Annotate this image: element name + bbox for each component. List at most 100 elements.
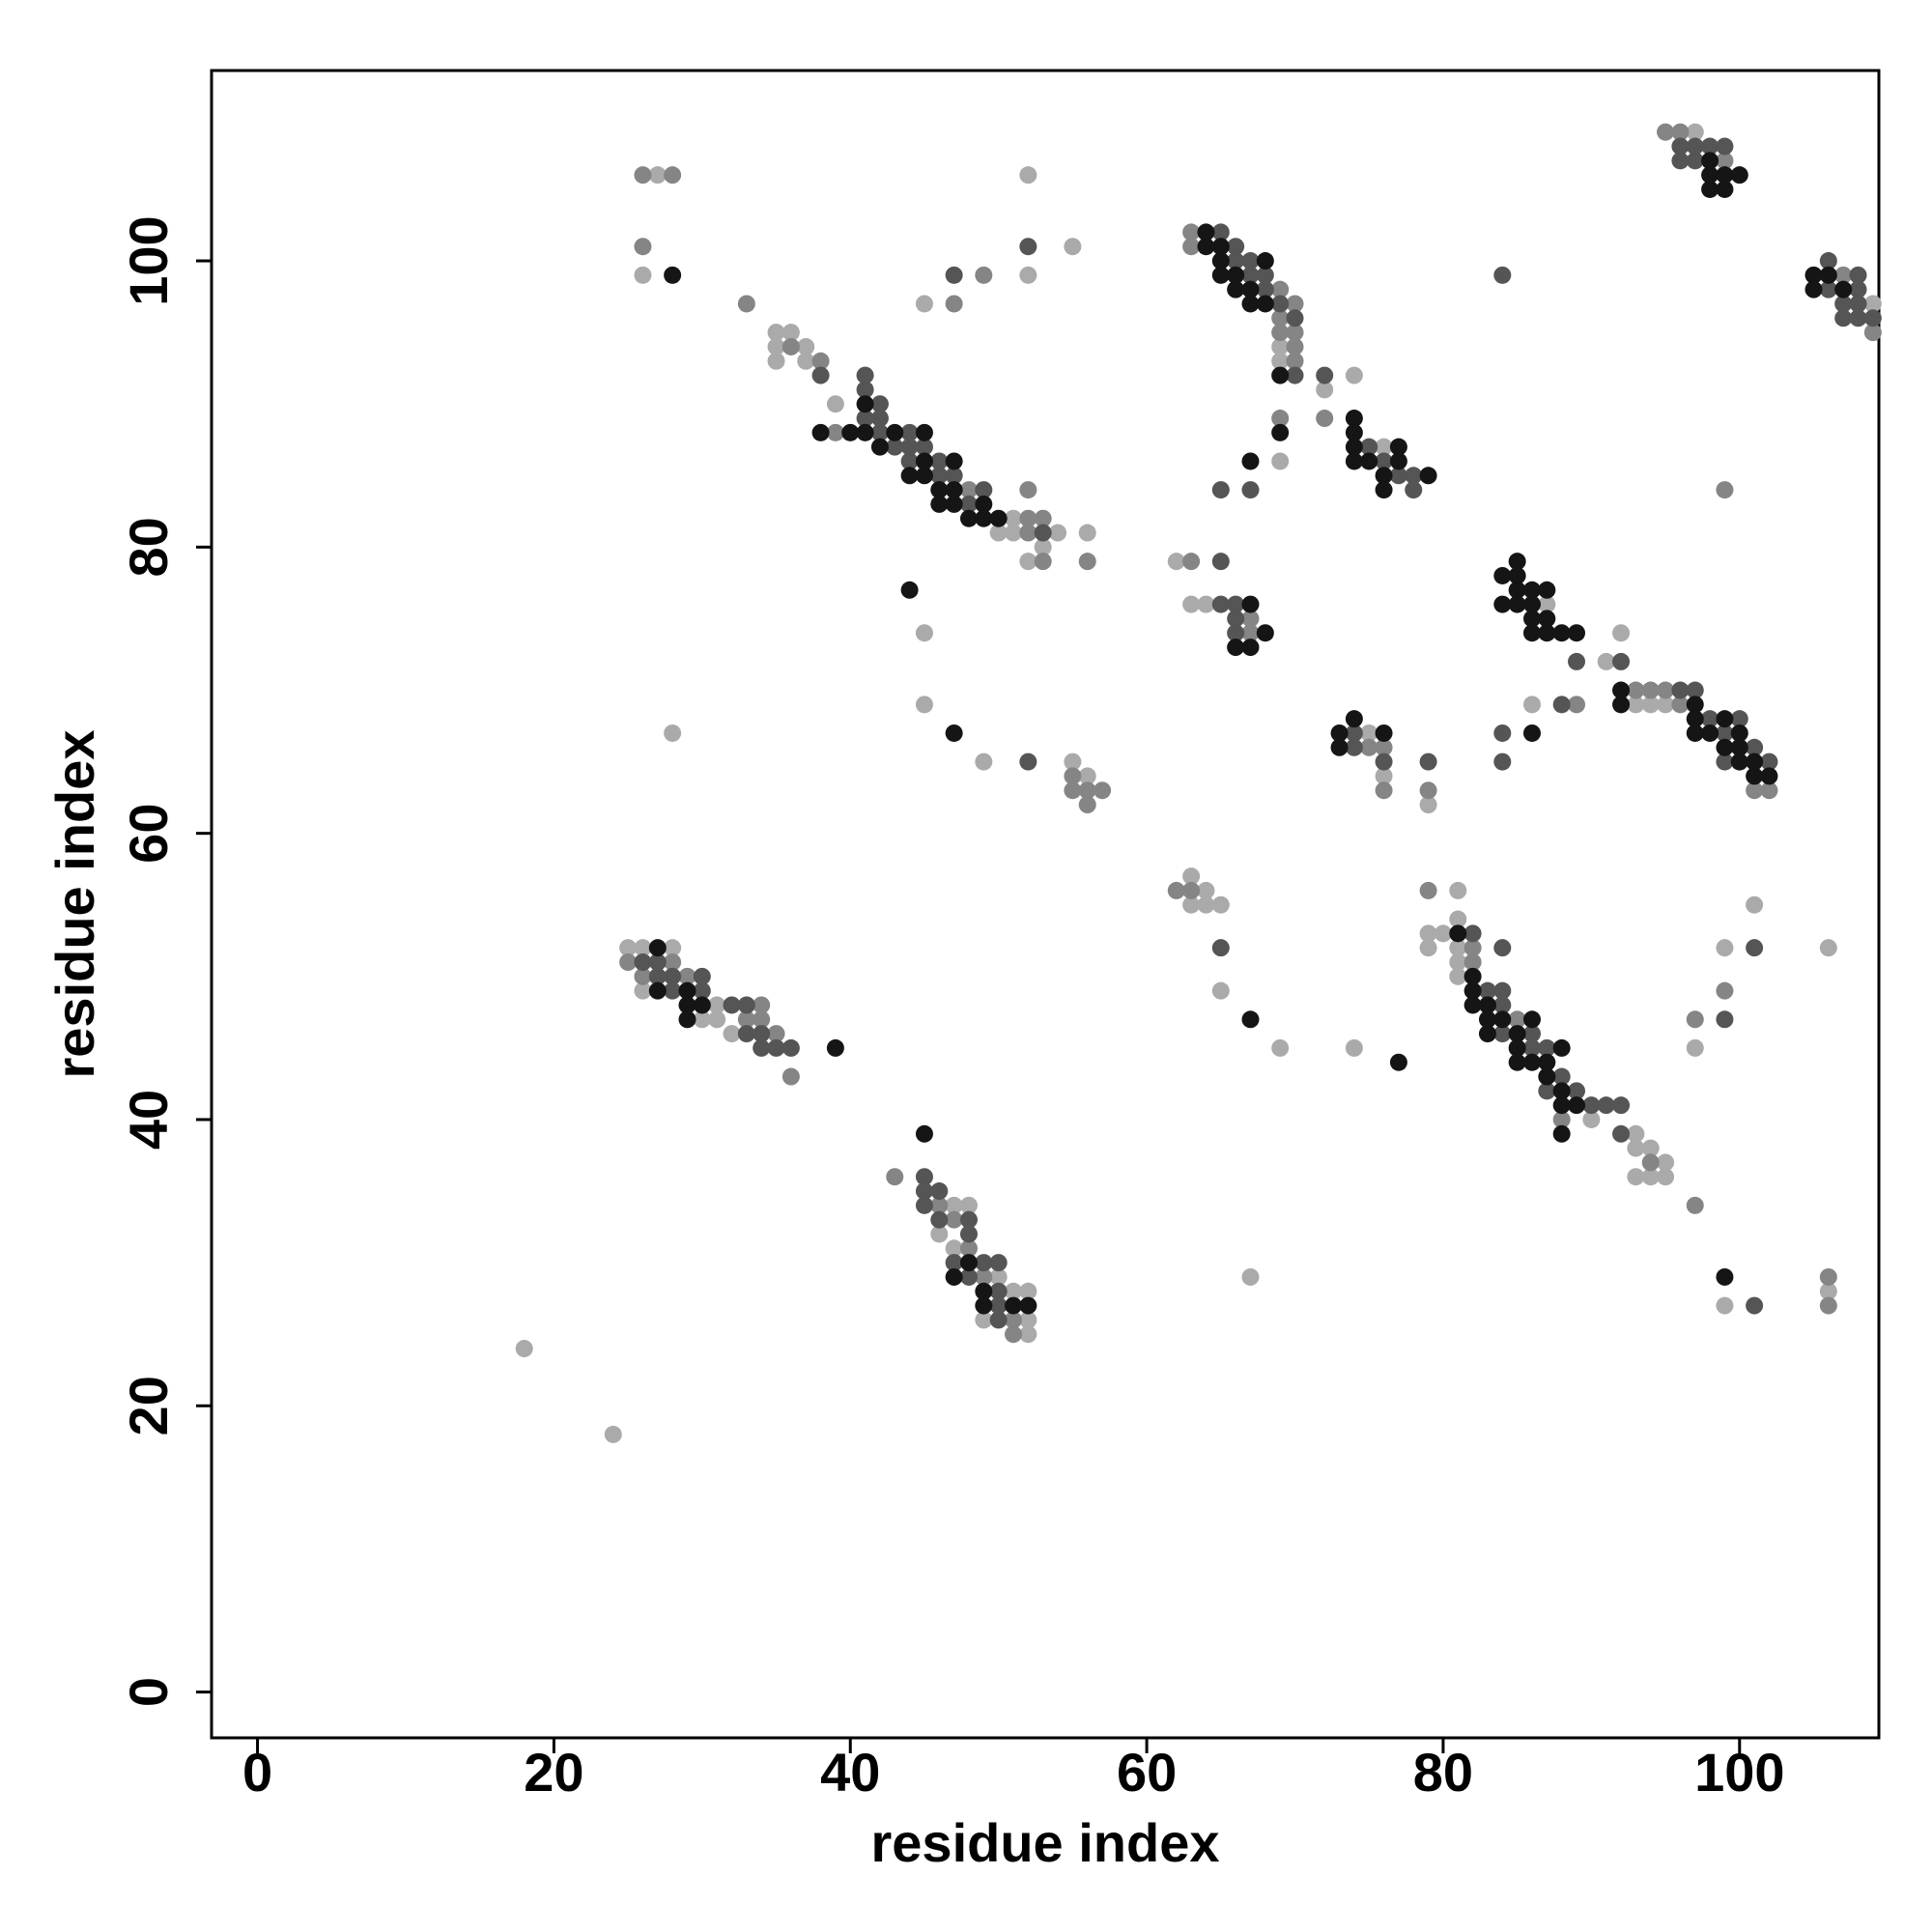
y-axis-title: residue index — [44, 729, 105, 1078]
point — [975, 266, 993, 284]
point — [1819, 252, 1837, 270]
point — [1463, 981, 1482, 1000]
point — [664, 981, 682, 1000]
point — [1463, 939, 1482, 957]
point — [989, 524, 1008, 542]
point — [1568, 624, 1586, 642]
point — [1375, 481, 1393, 499]
point — [1286, 352, 1304, 370]
point — [975, 481, 993, 499]
point — [870, 423, 889, 441]
point — [1211, 481, 1230, 499]
point — [1849, 295, 1867, 313]
point — [1419, 467, 1437, 485]
point — [708, 1010, 726, 1029]
point — [1627, 1139, 1645, 1157]
point — [1508, 1025, 1526, 1043]
point — [1271, 324, 1290, 342]
point — [1182, 595, 1201, 613]
point — [1716, 1296, 1734, 1315]
point — [1345, 738, 1363, 756]
point — [1449, 924, 1467, 943]
point — [1316, 381, 1334, 399]
point — [886, 438, 904, 456]
point — [1612, 1096, 1631, 1115]
point — [930, 452, 949, 470]
point — [1493, 996, 1512, 1014]
point — [1034, 509, 1052, 527]
point — [1019, 1296, 1037, 1315]
point — [1019, 753, 1037, 771]
point — [1522, 581, 1541, 599]
point — [915, 423, 933, 441]
point — [811, 366, 830, 384]
point — [1522, 1038, 1541, 1057]
point — [1478, 981, 1496, 1000]
point — [1538, 1082, 1556, 1100]
point — [930, 1182, 949, 1201]
point — [900, 423, 919, 441]
point — [1182, 895, 1201, 914]
point — [1241, 481, 1260, 499]
point — [856, 410, 874, 428]
point — [1286, 324, 1304, 342]
point — [1522, 1010, 1541, 1029]
point — [1419, 939, 1437, 957]
point — [1463, 953, 1482, 972]
point — [1034, 524, 1052, 542]
point — [1389, 1053, 1407, 1071]
point — [1478, 996, 1496, 1014]
point — [1863, 324, 1882, 342]
point — [1538, 624, 1556, 642]
point — [693, 967, 711, 985]
point — [1701, 710, 1719, 728]
point — [826, 1038, 844, 1057]
y-tick-label: 60 — [118, 804, 179, 864]
point — [1271, 423, 1290, 441]
point — [1197, 881, 1215, 899]
point — [1552, 696, 1571, 714]
x-tick-label: 100 — [1694, 1742, 1784, 1803]
point — [945, 1210, 963, 1229]
point — [1345, 366, 1363, 384]
point — [664, 967, 682, 985]
point — [1316, 366, 1334, 384]
point — [1508, 581, 1526, 599]
point — [767, 337, 785, 355]
point — [1049, 524, 1067, 542]
point — [930, 1196, 949, 1214]
point — [634, 166, 652, 185]
point — [1227, 610, 1245, 628]
point — [1211, 939, 1230, 957]
point — [648, 981, 667, 1000]
point — [1211, 595, 1230, 613]
point — [1256, 280, 1274, 298]
point — [1005, 509, 1023, 527]
point — [678, 996, 696, 1014]
point — [1286, 309, 1304, 327]
point — [1034, 538, 1052, 556]
point — [870, 395, 889, 413]
point — [826, 395, 844, 413]
point — [1627, 1124, 1645, 1143]
point — [1686, 710, 1704, 728]
point — [1286, 295, 1304, 313]
point — [648, 939, 667, 957]
point — [648, 953, 667, 972]
point — [1064, 753, 1082, 771]
point — [1686, 681, 1704, 699]
point — [664, 939, 682, 957]
point — [1746, 895, 1764, 914]
point — [1716, 724, 1734, 742]
point — [1256, 624, 1274, 642]
point — [1005, 524, 1023, 542]
point — [930, 1210, 949, 1229]
point — [900, 452, 919, 470]
point — [1582, 1110, 1601, 1128]
point — [693, 981, 711, 1000]
point — [1671, 123, 1690, 141]
point — [693, 1010, 711, 1029]
point — [1508, 1010, 1526, 1029]
point — [1182, 881, 1201, 899]
point — [1522, 624, 1541, 642]
